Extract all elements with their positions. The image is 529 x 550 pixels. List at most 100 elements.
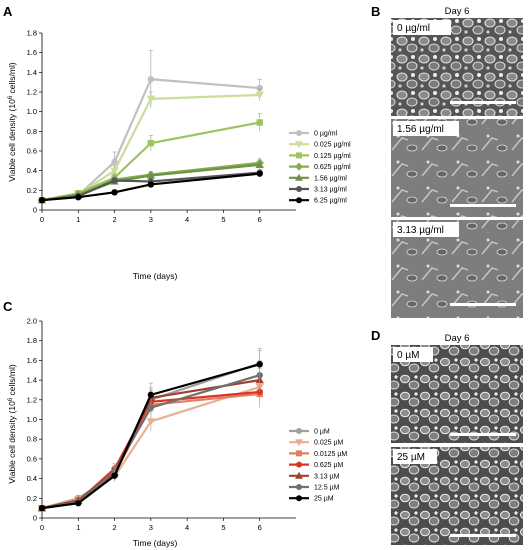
chart-a-x-tick-label: 6 [258, 215, 262, 224]
chart-c-data-point [75, 500, 82, 507]
chart-c-legend-label: 0 µM [314, 429, 330, 436]
chart-c-legend-label: 25 µM [314, 496, 334, 503]
chart-a-legend-marker [296, 186, 302, 192]
micrograph-b2: 1.56 µg/ml [391, 119, 523, 217]
chart-c-legend-marker [295, 439, 303, 447]
chart-a-data-point [256, 119, 263, 126]
micrograph-d2-label-box [393, 449, 437, 464]
chart-a-legend-marker [296, 197, 302, 204]
chart-c-legend-item: 0.625 µM [289, 461, 343, 469]
chart-a-legend-marker [295, 141, 303, 149]
chart-c-legend-label: 0.625 µM [314, 462, 343, 469]
chart-a-marks [37, 50, 264, 205]
chart-c-y-tick-label: 2.0 [27, 317, 37, 326]
chart-a-series-7 [38, 170, 263, 204]
chart-c-y-tick-label: 1.0 [27, 415, 37, 424]
chart-c-legend-marker [296, 461, 302, 468]
chart-c-legend-item: 3.13 µM [289, 471, 340, 480]
chart-c-x-tick-label: 5 [221, 523, 225, 532]
chart-c-legend-label: 0.0125 µM [314, 451, 347, 458]
chart-a-y-tick-label: 1.6 [27, 48, 37, 57]
chart-c-data-point [147, 404, 155, 411]
chart-a-y-tick-label: 0.4 [27, 166, 37, 175]
micrograph-b3: 3.13 µg/ml [391, 220, 523, 318]
chart-c-legend-marker [296, 428, 302, 434]
chart-a-legend-label: 1.56 µg/ml [314, 175, 347, 182]
chart-a-legend-label: 0.025 µg/ml [314, 142, 351, 149]
chart-c-y-tick-label: 1.8 [27, 336, 37, 345]
chart-c-legend-marker [296, 484, 302, 490]
chart-a-x-tick-label: 1 [76, 215, 80, 224]
chart-a-data-point [38, 196, 46, 204]
chart-a-data-point [256, 170, 263, 177]
chart-c-legend-label: 0.025 µM [314, 440, 343, 447]
chart-c-legend-item: 0.025 µM [289, 439, 343, 447]
panel-letter-b: B [371, 4, 380, 19]
chart-a-x-tick-label: 0 [40, 215, 44, 224]
chart-a-y-tick-label: 1.4 [27, 68, 37, 77]
chart-c-legend-marker [296, 495, 302, 502]
chart-c-x-tick-label: 0 [40, 523, 44, 532]
chart-a-legend-marker [296, 130, 302, 136]
chart-c-x-tick-label: 1 [76, 523, 80, 532]
micrograph-b2-label: 1.56 µg/ml [397, 124, 444, 135]
chart-c-series-7 [38, 350, 263, 512]
chart-c-y-tick-label: 0.4 [27, 474, 37, 483]
chart-c-data-point [147, 391, 155, 399]
chart-c-x-tick-label: 6 [258, 523, 262, 532]
micrograph-b2-label-box [393, 121, 459, 136]
chart-c: 0 1 2 3 4 5 6 0 0.2 0.4 0.6 0.8 1.0 1.2 1.4 1.6 1.8 2.0 T… [7, 317, 347, 549]
chart-a-legend-label: 3.13 µg/ml [314, 187, 347, 194]
chart-c-y-tick-label: 0 [33, 514, 37, 523]
chart-c-y-tick-label: 1.6 [27, 356, 37, 365]
chart-a-legend-label: 0 µg/ml [314, 131, 338, 138]
chart-c-x-tick-label: 2 [112, 523, 116, 532]
chart-a-y-tick-label: 0 [33, 206, 37, 215]
chart-c-legend-item: 0.0125 µM [289, 450, 347, 458]
chart-a-data-point [255, 91, 264, 100]
chart-c-legend-item: 25 µM [289, 495, 334, 503]
chart-c-x-tick-label: 3 [149, 523, 153, 532]
micrograph-b1: 0 µg/ml [391, 18, 523, 116]
micrograph-b1-label: 0 µg/ml [397, 23, 430, 34]
chart-a-data-point [147, 181, 155, 188]
chart-c-data-point [146, 418, 156, 426]
chart-a-legend-marker [295, 162, 303, 171]
micrograph-d1: 0 µM [391, 345, 523, 443]
chart-a-x-tick-label: 5 [221, 215, 225, 224]
micrograph-d1-label-box [393, 347, 433, 362]
chart-a-data-point [75, 194, 82, 201]
chart-c-marks [37, 348, 264, 513]
chart-c-y-tick-label: 0.8 [27, 435, 37, 444]
chart-a-data-point [147, 139, 155, 147]
chart-a-x-tick-label: 4 [185, 215, 189, 224]
chart-c-y-axis-label: Viable cell density (106 cells/ml) [7, 364, 17, 484]
chart-a-data-point [110, 167, 119, 175]
chart-a-y-axis-label: Viable cell density (106 cells/ml) [7, 62, 17, 182]
chart-a-data-point [146, 95, 156, 104]
chart-c-legend-marker [295, 471, 303, 479]
micrograph-d1-scale-bar [450, 433, 516, 436]
chart-c-x-tick-label: 4 [185, 523, 189, 532]
chart-a-data-point [146, 171, 156, 179]
chart-c-data-point [111, 472, 118, 479]
chart-c-data-point [38, 504, 46, 512]
chart-a-y-tick-label: 1.8 [27, 29, 37, 38]
micrograph-d-title: Day 6 [445, 333, 470, 344]
chart-a-x-tick-label: 3 [149, 215, 153, 224]
chart-a-data-point [255, 160, 264, 168]
chart-c-legend-item: 12.5 µM [289, 484, 340, 492]
chart-a-legend-marker [296, 152, 302, 159]
chart-a-data-point [111, 177, 118, 184]
chart-a-series-line [41, 121, 260, 202]
chart-a-series-3 [38, 113, 263, 204]
micrograph-b3-scale-bar [450, 303, 516, 306]
chart-a-legend-item: 0.625 µg/ml [289, 162, 351, 171]
chart-a-data-point [111, 158, 118, 166]
chart-a-y-tick-label: 1.2 [27, 88, 37, 97]
chart-a-data-point [111, 189, 118, 196]
chart-a-legend-label: 6.25 µg/ml [314, 198, 347, 205]
chart-c-y-tick-label: 1.4 [27, 376, 37, 385]
chart-a-data-point [256, 84, 263, 92]
